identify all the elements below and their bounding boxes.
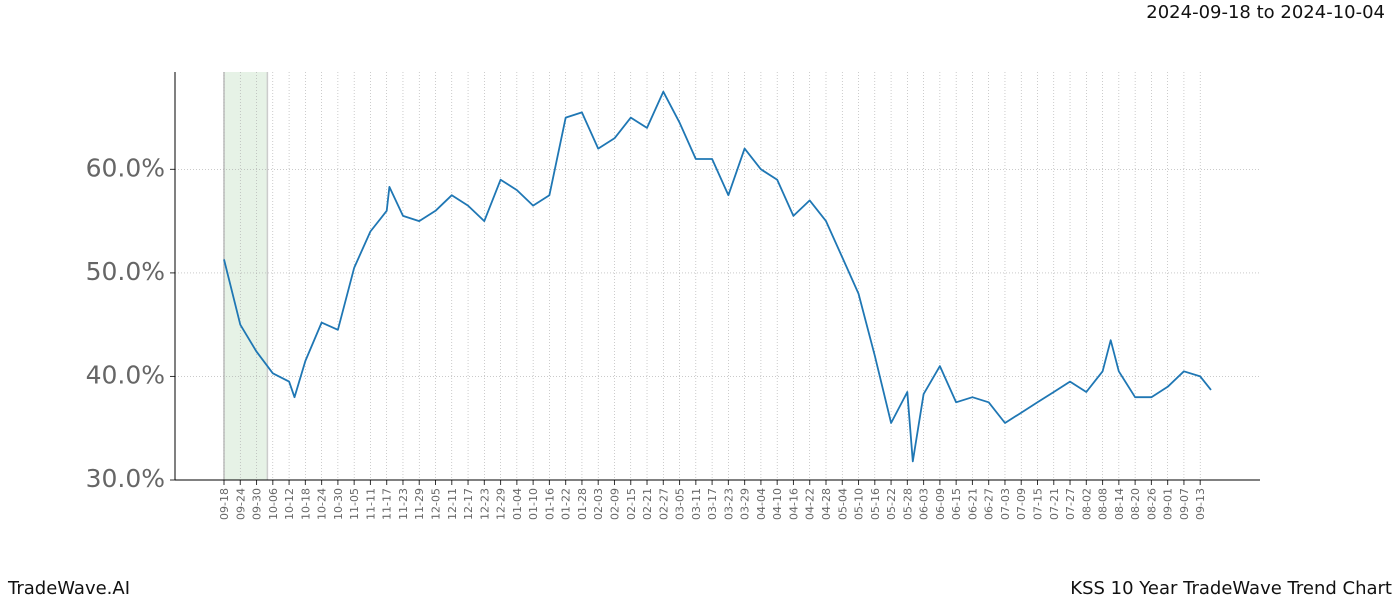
x-tick-label: 06-09: [934, 488, 947, 520]
x-tick-label: 10-30: [332, 488, 345, 520]
date-range: 2024-09-18 to 2024-10-04: [1146, 2, 1385, 23]
x-tick-label: 04-22: [804, 488, 817, 520]
y-tick-label: 40.0%: [86, 360, 165, 389]
x-tick-label: 04-04: [755, 488, 768, 520]
x-tick-label: 09-01: [1162, 488, 1175, 520]
x-tick-label: 03-11: [690, 488, 703, 520]
x-tick-label: 06-27: [983, 488, 996, 520]
x-tick-label: 02-15: [625, 488, 638, 520]
x-tick-label: 05-10: [853, 488, 866, 520]
x-tick-label: 03-17: [706, 488, 719, 520]
x-tick-label: 05-16: [869, 488, 882, 520]
x-tick-label: 10-24: [316, 488, 329, 520]
x-tick-label: 04-16: [787, 488, 800, 520]
x-tick-label: 02-27: [657, 488, 670, 520]
trend-line: [223, 90, 1212, 463]
x-tick-label: 03-23: [722, 488, 735, 520]
x-tick-label: 05-28: [901, 488, 914, 520]
x-tick-label: 09-18: [218, 488, 231, 520]
x-tick-label: 07-21: [1048, 488, 1061, 520]
x-tick-label: 06-03: [918, 488, 931, 520]
x-tick-label: 07-09: [1015, 488, 1028, 520]
y-tick-label: 30.0%: [86, 464, 165, 493]
x-tick-label: 06-21: [966, 488, 979, 520]
x-tick-label: 05-04: [836, 488, 849, 520]
chart-title: KSS 10 Year TradeWave Trend Chart: [1070, 578, 1392, 599]
x-tick-label: 11-29: [413, 488, 426, 520]
x-tick-label: 08-20: [1129, 488, 1142, 520]
x-tick-label: 04-10: [771, 488, 784, 520]
x-tick-label: 11-05: [348, 488, 361, 520]
x-tick-label: 11-11: [364, 488, 377, 520]
x-tick-label: 09-24: [234, 488, 247, 520]
x-tick-label: 01-22: [560, 488, 573, 520]
x-tick-label: 07-27: [1064, 488, 1077, 520]
x-tick-label: 05-22: [885, 488, 898, 520]
x-tick-label: 12-29: [495, 488, 508, 520]
x-tick-label: 09-30: [251, 488, 264, 520]
y-tick-label: 60.0%: [86, 153, 165, 182]
x-tick-label: 10-12: [283, 488, 296, 520]
x-tick-label: 12-11: [446, 488, 459, 520]
x-tick-label: 01-04: [511, 488, 524, 520]
x-tick-label: 07-03: [999, 488, 1012, 520]
x-tick-label: 02-21: [641, 488, 654, 520]
x-tick-label: 02-03: [592, 488, 605, 520]
brand: TradeWave.AI: [7, 578, 130, 599]
x-tick-label: 09-07: [1178, 488, 1191, 520]
x-tick-label: 07-15: [1032, 488, 1045, 520]
x-tick-label: 02-09: [608, 488, 621, 520]
x-tick-label: 04-28: [820, 488, 833, 520]
x-tick-label: 12-23: [478, 488, 491, 520]
x-tick-label: 03-29: [739, 488, 752, 520]
x-tick-label: 12-05: [430, 488, 443, 520]
x-tick-label: 10-06: [267, 488, 280, 520]
x-tick-label: 01-10: [527, 488, 540, 520]
x-tick-label: 08-02: [1080, 488, 1093, 520]
x-tick-label: 03-05: [674, 488, 687, 520]
x-tick-label: 10-18: [299, 488, 312, 520]
x-tick-label: 08-26: [1145, 488, 1158, 520]
x-tick-label: 11-23: [397, 488, 410, 520]
x-tick-label: 11-17: [381, 488, 394, 520]
y-tick-label: 50.0%: [86, 257, 165, 286]
x-tick-label: 12-17: [462, 488, 475, 520]
x-tick-label: 01-28: [576, 488, 589, 520]
x-tick-label: 01-16: [543, 488, 556, 520]
x-tick-label: 08-08: [1097, 488, 1110, 520]
x-tick-label: 09-13: [1194, 488, 1207, 520]
highlight-span: [224, 72, 268, 480]
x-tick-label: 06-15: [950, 488, 963, 520]
x-tick-label: 08-14: [1113, 488, 1126, 520]
